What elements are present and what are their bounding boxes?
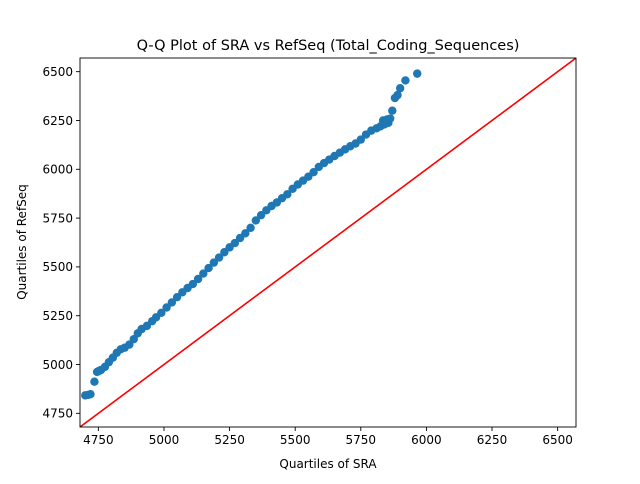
y-tick-label: 6500 [42, 65, 73, 79]
data-points [81, 69, 422, 400]
plot-frame [79, 57, 577, 428]
data-point [393, 90, 402, 100]
x-tick-label: 5000 [149, 433, 180, 447]
x-tick-label: 6250 [477, 433, 508, 447]
y-axis-label: Quartiles of RefSeq [15, 184, 29, 300]
data-point [167, 298, 177, 307]
data-point [162, 303, 171, 312]
data-point [395, 84, 405, 93]
data-point [172, 292, 182, 302]
data-point [413, 69, 422, 78]
y-tick-label: 6250 [42, 114, 73, 128]
reference-line [80, 58, 576, 427]
plot-area: 4750 5000 5250 5500 5750 6000 6250 6500 4750 5000… [42, 57, 577, 447]
x-tick-label: 5500 [280, 433, 311, 447]
chart-title: Q-Q Plot of SRA vs RefSeq (Total_Coding_… [137, 38, 520, 54]
x-tick-label: 6500 [542, 433, 573, 447]
data-point [283, 190, 292, 199]
x-axis-label: Quartiles of SRA [279, 457, 377, 471]
x-tick-label: 5750 [346, 433, 377, 447]
data-point [256, 210, 266, 220]
y-tick-label: 6000 [42, 163, 73, 177]
data-point [388, 106, 397, 115]
data-point [204, 263, 213, 273]
x-tick-label: 5250 [214, 433, 245, 447]
y-tick-label: 5750 [42, 211, 73, 225]
data-point [246, 223, 255, 233]
data-point [157, 308, 166, 317]
data-point [199, 269, 208, 278]
data-point [401, 76, 410, 85]
data-point [220, 248, 229, 257]
data-point [90, 377, 99, 386]
data-point [241, 229, 250, 238]
data-point [86, 390, 95, 399]
data-point [214, 253, 224, 262]
data-point [309, 168, 318, 177]
data-point [209, 258, 219, 267]
data-point [188, 279, 198, 289]
y-tick-label: 5000 [42, 358, 73, 372]
data-point [386, 114, 395, 123]
y-tick-label: 4750 [42, 407, 73, 421]
y-tick-label: 5500 [42, 260, 73, 274]
x-tick-label: 6000 [411, 433, 442, 447]
x-tick-label: 4750 [83, 433, 114, 447]
data-point [193, 274, 203, 284]
y-tick-label: 5250 [42, 309, 73, 323]
data-point [230, 238, 240, 248]
data-point [251, 216, 261, 225]
data-point [356, 135, 365, 144]
